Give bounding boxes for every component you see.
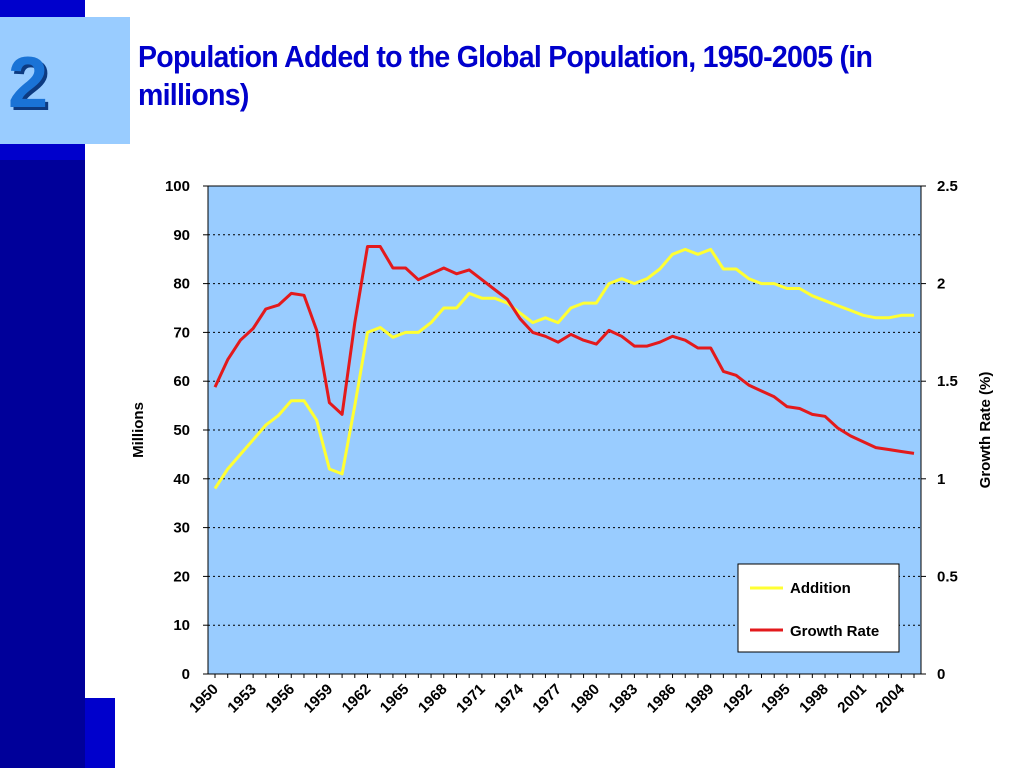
y2-tick-label: 2.5	[937, 178, 958, 195]
x-axis: 1950 1953 1956 1959 1962 1965 1968 1971 1974 1977…	[186, 674, 915, 717]
legend: Addition Growth Rate	[737, 563, 900, 653]
x-tick-label: 2004	[872, 680, 908, 716]
x-tick-label: 1989	[682, 681, 718, 717]
x-tick-label: 1971	[453, 681, 489, 717]
x-tick-label: 1965	[377, 681, 413, 717]
y-tick-label: 80	[173, 276, 190, 293]
legend-box	[737, 563, 900, 653]
y-tick-label: 20	[173, 568, 190, 585]
series-line-growth-rate	[213, 245, 915, 455]
series-line-addition	[213, 247, 914, 490]
y2-tick-label: 2	[937, 276, 945, 293]
x-tick-label: 1956	[262, 681, 298, 717]
y-tick-label: 10	[173, 617, 190, 634]
x-tick-label: 1977	[529, 681, 565, 717]
y-tick-label: 0	[182, 666, 190, 683]
y-tick-label: 30	[173, 520, 190, 537]
y2-tick-label: 0	[937, 666, 945, 683]
y-axis-right: 0 0.5 1 1.5 2 2.5	[921, 178, 958, 683]
y-tick-label: 100	[165, 178, 190, 195]
x-tick-label: 1953	[224, 681, 260, 717]
y2-tick-label: 1.5	[937, 373, 958, 390]
x-tick-label: 1962	[339, 681, 375, 717]
bottom-accent-block	[85, 698, 115, 768]
slide-number-box: 2	[0, 17, 130, 144]
x-tick-label: 1968	[415, 681, 451, 717]
x-tick-label: 1980	[567, 681, 603, 717]
x-tick-label: 1959	[301, 681, 337, 717]
slide-number: 2	[8, 43, 49, 123]
y-tick-label: 50	[173, 422, 190, 439]
gridlines	[208, 234, 921, 626]
legend-label-addition: Addition	[790, 580, 851, 597]
y-axis-title: Millions	[130, 402, 147, 458]
y2-tick-label: 1	[937, 471, 945, 488]
x-tick-label: 1995	[758, 681, 794, 717]
x-tick-label: 1986	[644, 681, 680, 717]
y-tick-label: 70	[173, 324, 190, 341]
y-tick-label: 90	[173, 227, 190, 244]
x-tick-label: 1992	[720, 681, 756, 717]
y-axis-left: 0 10 20 30 40 50 60 70 80 90 100	[165, 178, 208, 683]
legend-label-growth-rate: Growth Rate	[790, 623, 879, 640]
y2-axis-title: Growth Rate (%)	[977, 372, 994, 489]
y2-tick-label: 0.5	[937, 568, 958, 585]
series-lines	[213, 245, 915, 490]
x-tick-label: 1950	[186, 681, 222, 717]
page-title: Population Added to the Global Populatio…	[138, 39, 873, 112]
y-tick-label: 40	[173, 471, 190, 488]
x-tick-label: 1983	[606, 681, 642, 717]
x-tick-label: 1974	[491, 680, 527, 716]
x-tick-label: 1998	[796, 681, 832, 717]
x-tick-label: 2001	[834, 681, 870, 717]
y-tick-label: 60	[173, 373, 190, 390]
